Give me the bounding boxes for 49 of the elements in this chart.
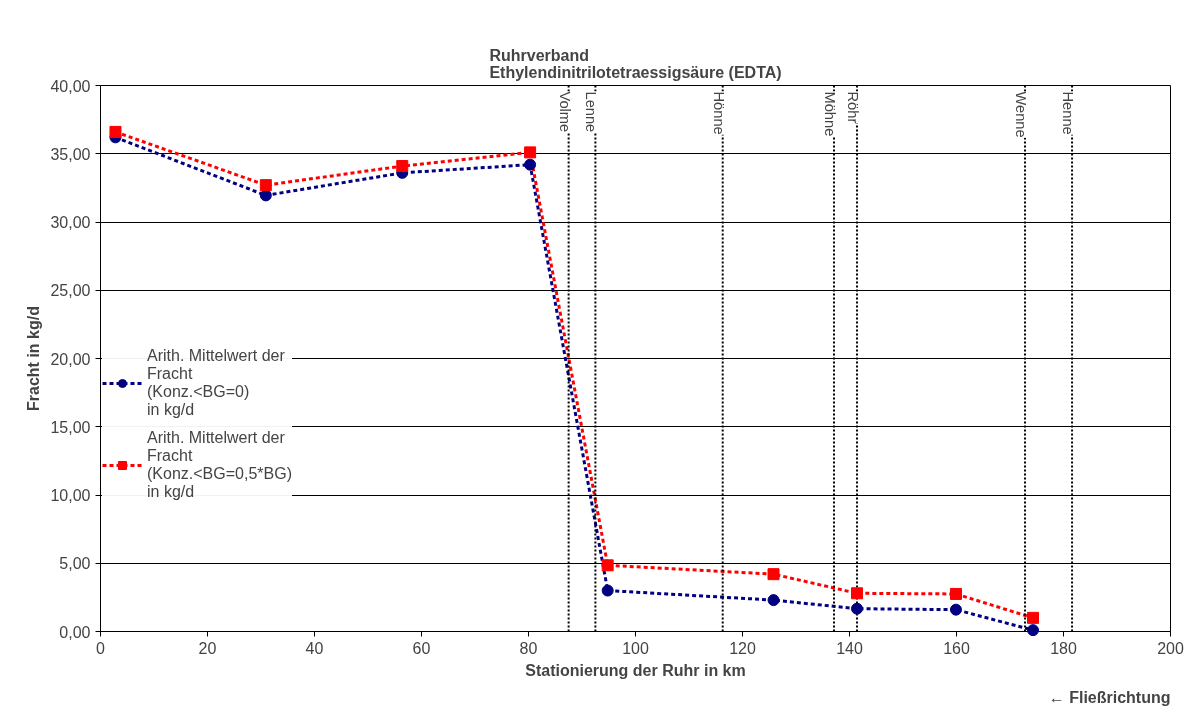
chart-title: Ruhrverband Ethylendinitrilotetraessigsäure (EDTA): [489, 46, 782, 81]
y-tick-label: 10,00: [50, 487, 91, 504]
point: [524, 158, 537, 171]
point: [949, 587, 962, 600]
point: [109, 125, 122, 138]
x-tick-label: 100: [622, 639, 649, 657]
x-tick-label: 20: [198, 639, 217, 657]
y-tick-label: 40,00: [50, 77, 91, 95]
x-tick-label: 40: [305, 639, 324, 657]
ref-line-label: Wenne: [1012, 91, 1029, 138]
x-axis-title: Stationierung der Ruhr in km: [525, 661, 746, 679]
ref-line-label: Hönne: [710, 91, 727, 135]
ref-line-label: Möhne: [821, 91, 838, 137]
x-tick-label: 160: [943, 639, 970, 657]
x-tick-label: 80: [519, 639, 538, 657]
x-tick-label: 140: [836, 639, 863, 657]
y-tick-label: 5,00: [59, 555, 91, 573]
point: [1027, 611, 1040, 624]
y-tick-label: 20,00: [50, 350, 91, 368]
point: [949, 603, 962, 616]
ref-line-label: Henne: [1060, 91, 1077, 135]
y-axis-title: Fracht in kg/d: [25, 306, 43, 411]
point: [259, 179, 272, 192]
ref-line-label: Lenne: [583, 91, 600, 133]
point: [767, 568, 780, 581]
x-tick-label: 120: [729, 639, 756, 657]
y-tick-label: 15,00: [50, 418, 91, 436]
point: [601, 584, 614, 597]
x-tick-label: 200: [1157, 639, 1184, 657]
ref-line-label: Volme: [556, 91, 573, 133]
point: [767, 594, 780, 607]
y-tick-label: 0,00: [59, 623, 91, 641]
point: [396, 160, 409, 173]
point: [850, 602, 863, 615]
legend-label: Arith. Mittelwert der Fracht (Konz.<BG=0,5*BG) in kg/d: [147, 429, 292, 501]
x-tick-label: 0: [96, 639, 106, 657]
x-tick-label: 60: [412, 639, 431, 657]
ref-line-label: Röhr: [844, 91, 861, 124]
y-tick-label: 30,00: [50, 214, 91, 231]
x-tick-label: 180: [1050, 639, 1077, 657]
point: [524, 146, 537, 159]
point: [259, 189, 272, 202]
text: ← Fließrichtung: [1048, 688, 1171, 706]
point: [601, 559, 614, 572]
point: [1027, 624, 1040, 637]
y-tick-label: 35,00: [50, 145, 91, 163]
y-tick-label: 25,00: [50, 282, 91, 300]
legend-label: Arith. Mittelwert der Fracht (Konz.<BG=0) in kg/d: [147, 347, 285, 419]
point: [850, 587, 863, 600]
